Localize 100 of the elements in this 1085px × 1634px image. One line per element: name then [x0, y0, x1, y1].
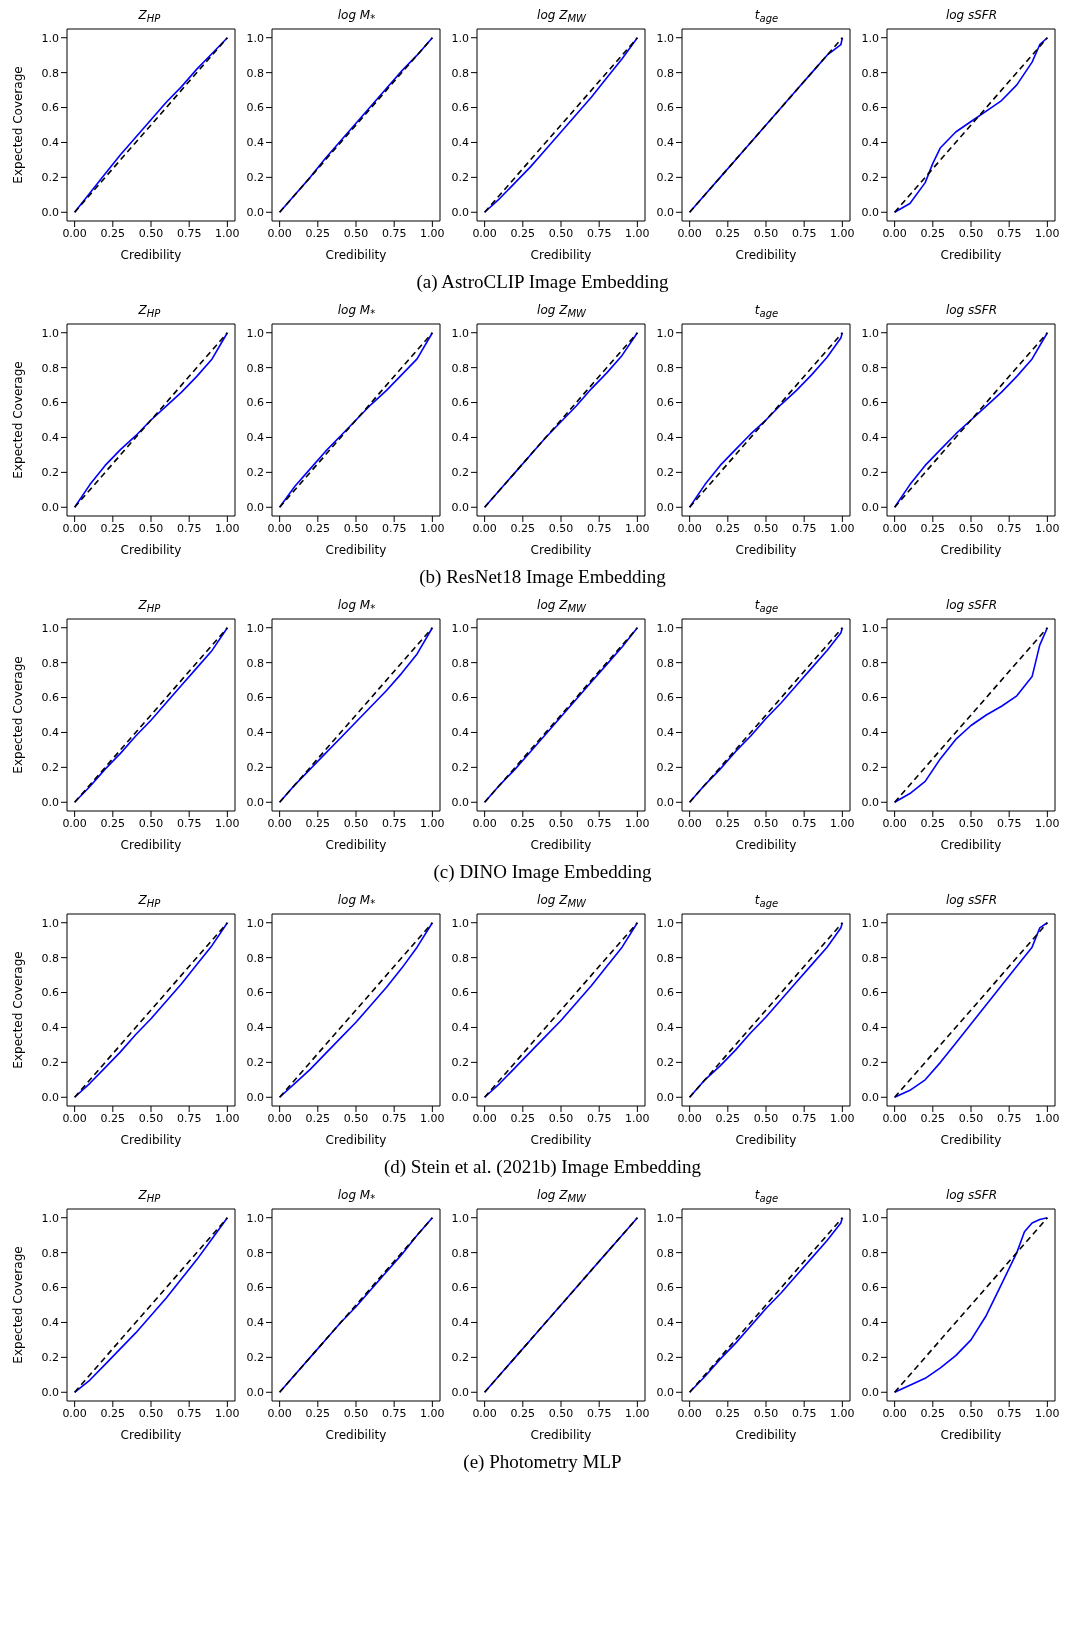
y-tick-label: 0.6	[656, 396, 674, 410]
y-tick-label: 0.6	[41, 396, 59, 410]
x-axis-title: Credibility	[120, 1133, 182, 1147]
y-tick-label: 0.6	[656, 986, 674, 1000]
line-series	[688, 626, 844, 804]
y-tick-label: 1.0	[41, 1211, 59, 1225]
x-tick-label: 0.75	[791, 521, 817, 535]
x-tick-label: 0.75	[996, 816, 1022, 830]
x-tick-label: 0.00	[677, 816, 702, 830]
line-series	[73, 36, 229, 214]
x-tick-label: 0.50	[343, 521, 369, 535]
y-tick-label: 0.0	[451, 796, 469, 810]
x-tick-label: 0.25	[100, 1406, 126, 1420]
x-tick-label: 0.50	[138, 1111, 164, 1125]
x-tick-label: 1.00	[830, 521, 855, 535]
x-tick-label: 0.75	[586, 1111, 612, 1125]
x-axis-title: Credibility	[120, 1428, 182, 1442]
y-tick-label: 0.6	[861, 101, 879, 115]
x-tick-label: 0.25	[920, 226, 946, 240]
y-tick-label: 0.4	[656, 136, 674, 150]
chart-title: Z$_{HP}$	[137, 893, 162, 910]
y-tick-label: 0.2	[246, 1056, 264, 1070]
x-tick-label: 0.00	[62, 816, 87, 830]
line-series	[73, 1216, 229, 1394]
x-axis-title: Credibility	[940, 1133, 1002, 1147]
x-tick-label: 0.25	[100, 226, 126, 240]
x-tick-label: 0.50	[548, 1406, 574, 1420]
x-tick-label: 0.50	[958, 816, 984, 830]
x-tick-label: 0.25	[510, 1111, 536, 1125]
chart-title: log sSFR	[944, 598, 999, 614]
x-tick-label: 0.50	[548, 1111, 574, 1125]
x-axis-title: Credibility	[120, 838, 182, 852]
x-tick-label: 0.75	[586, 226, 612, 240]
x-tick-label: 0.00	[677, 226, 702, 240]
y-tick-label: 0.8	[41, 951, 59, 965]
x-tick-label: 0.50	[343, 816, 369, 830]
x-tick-label: 1.00	[830, 1406, 855, 1420]
x-tick-label: 0.00	[267, 521, 292, 535]
y-tick-label: 0.0	[246, 1091, 264, 1105]
chart-title: t$_{age}$	[753, 303, 780, 320]
x-tick-label: 1.00	[215, 521, 240, 535]
y-tick-label: 0.0	[861, 796, 879, 810]
y-tick-label: 0.0	[451, 1091, 469, 1105]
y-tick-label: 0.6	[246, 691, 264, 705]
x-axis-title: Credibility	[325, 1428, 387, 1442]
x-tick-label: 0.00	[882, 816, 907, 830]
y-tick-label: 0.8	[246, 1246, 264, 1260]
chart-title: t$_{age}$	[753, 1188, 780, 1205]
x-tick-label: 0.00	[62, 226, 87, 240]
x-tick-label: 0.00	[472, 521, 497, 535]
x-tick-label: 0.75	[381, 816, 407, 830]
y-tick-label: 0.2	[656, 761, 674, 775]
x-axis-title: Credibility	[735, 1428, 797, 1442]
chart-title: t$_{age}$	[753, 8, 780, 25]
y-tick-label: 0.8	[861, 951, 879, 965]
x-tick-label: 1.00	[625, 1406, 650, 1420]
x-tick-label: 0.00	[882, 1111, 907, 1125]
text: (e) Photometry MLP	[462, 1451, 623, 1473]
text: (b) ResNet18 Image Embedding	[418, 566, 667, 588]
y-tick-label: 0.0	[41, 501, 59, 515]
y-tick-label: 0.2	[861, 1351, 879, 1365]
y-tick-label: 0.0	[41, 1386, 59, 1400]
y-tick-label: 0.6	[41, 101, 59, 115]
x-axis-title: Credibility	[120, 543, 182, 557]
y-tick-label: 0.8	[246, 656, 264, 670]
x-tick-label: 1.00	[625, 521, 650, 535]
y-tick-label: 0.8	[41, 66, 59, 80]
line-series	[278, 921, 434, 1099]
y-tick-label: 0.8	[656, 1246, 674, 1260]
y-tick-label: 0.2	[861, 466, 879, 480]
x-tick-label: 0.75	[996, 1111, 1022, 1125]
y-tick-label: 0.4	[246, 1316, 264, 1330]
y-tick-label: 0.4	[861, 1021, 879, 1035]
x-tick-label: 0.50	[343, 1111, 369, 1125]
x-tick-label: 0.00	[62, 1406, 87, 1420]
chart-title: log M$_{*}$	[336, 303, 377, 320]
y-tick-label: 0.8	[656, 66, 674, 80]
x-tick-label: 0.25	[510, 521, 536, 535]
y-tick-label: 1.0	[656, 621, 674, 635]
y-tick-label: 0.0	[41, 1091, 59, 1105]
x-tick-label: 0.00	[677, 1406, 702, 1420]
x-tick-label: 1.00	[1035, 226, 1060, 240]
x-tick-label: 0.75	[586, 521, 612, 535]
y-tick-label: 1.0	[451, 326, 469, 340]
x-tick-label: 0.50	[548, 226, 574, 240]
y-tick-label: 0.0	[246, 501, 264, 515]
y-tick-label: 0.6	[41, 986, 59, 1000]
chart-title: log sSFR	[944, 1188, 999, 1204]
x-tick-label: 1.00	[1035, 816, 1060, 830]
y-tick-label: 0.2	[656, 171, 674, 185]
chart-title: log M$_{*}$	[336, 598, 377, 615]
x-tick-label: 0.75	[176, 226, 202, 240]
x-tick-label: 0.00	[267, 816, 292, 830]
y-tick-label: 0.0	[246, 206, 264, 220]
line-series	[688, 1216, 844, 1394]
y-tick-label: 0.4	[861, 431, 879, 445]
x-tick-label: 0.75	[176, 816, 202, 830]
x-tick-label: 1.00	[625, 1111, 650, 1125]
y-axis-title: Expected Coverage	[11, 66, 26, 184]
chart-title: log Z$_{MW}$	[536, 893, 587, 910]
